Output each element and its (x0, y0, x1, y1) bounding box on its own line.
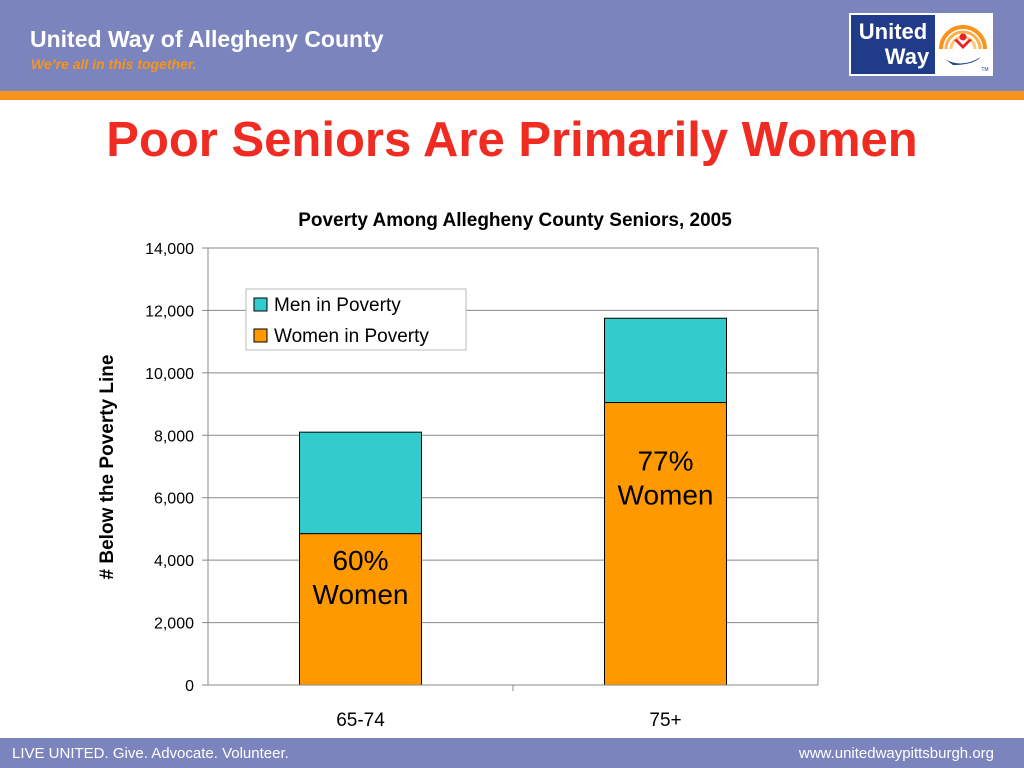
annotation-0-line-1: Women (313, 579, 409, 610)
logo-word-way: Way (885, 44, 930, 69)
bar-75+-men-in-poverty (604, 317, 727, 404)
legend-label-0: Men in Poverty (274, 295, 401, 316)
footer-slogan: LIVE UNITED. Give. Advocate. Volunteer. (12, 745, 289, 762)
stacked-bar-chart: 02,0004,0006,0008,00010,00012,00014,000 … (97, 241, 819, 731)
legend-box (245, 288, 467, 351)
plot-area-border (207, 247, 819, 686)
y-tick-label-2: 4,000 (154, 553, 194, 570)
y-tick-label-1: 2,000 (154, 616, 194, 633)
header-accent-rule (0, 91, 1024, 100)
slide-title: Poor Seniors Are Primarily Women (106, 113, 918, 167)
logo-blue-panel (851, 15, 935, 74)
footer-band (0, 738, 1024, 768)
y-tick-label-3: 6,000 (154, 491, 194, 508)
bars (299, 317, 727, 686)
x-tick-label-1: 75+ (649, 710, 681, 731)
legend-swatch-1 (253, 328, 268, 343)
annotation-1-line-1: Women (618, 479, 714, 510)
bar-65-74-men-in-poverty (299, 431, 422, 535)
org-tagline: We’re all in this together. (31, 56, 197, 72)
y-tick-label-6: 12,000 (145, 303, 194, 320)
chart-title: Poverty Among Allegheny County Seniors, … (298, 210, 732, 231)
logo-trademark: TM (981, 67, 988, 73)
y-tick-label-7: 14,000 (145, 241, 194, 258)
bar-75+-women-in-poverty (604, 402, 727, 686)
logo-word-united: United (859, 19, 927, 44)
y-tick-label-5: 10,000 (145, 366, 194, 383)
y-tick-label-4: 8,000 (154, 428, 194, 445)
legend-label-1: Women in Poverty (274, 326, 429, 347)
legend-swatch-0 (253, 297, 268, 312)
united-way-logo: United Way TM (849, 13, 993, 76)
y-axis-ticks: 0 2,000 4,000 6,000 8,000 10,000 12,000 14,000 (145, 241, 514, 695)
y-axis-title: # Below the Poverty Line (97, 355, 118, 580)
annotation-1-line-0: 77% (637, 445, 693, 476)
y-tick-label-0: 0 (185, 678, 194, 695)
x-axis-labels: 65-74 75+ (336, 710, 681, 731)
chart-legend: Men in Poverty Women in Poverty (245, 288, 467, 351)
bar-65-74-women-in-poverty (299, 533, 422, 686)
annotation-0-line-0: 60% (332, 545, 388, 576)
x-tick-label-0: 65-74 (336, 710, 385, 731)
org-name: United Way of Allegheny County (30, 26, 384, 52)
logo-hand-icon (939, 25, 987, 65)
footer-website-link[interactable]: www.unitedwaypittsburgh.org (798, 745, 994, 762)
